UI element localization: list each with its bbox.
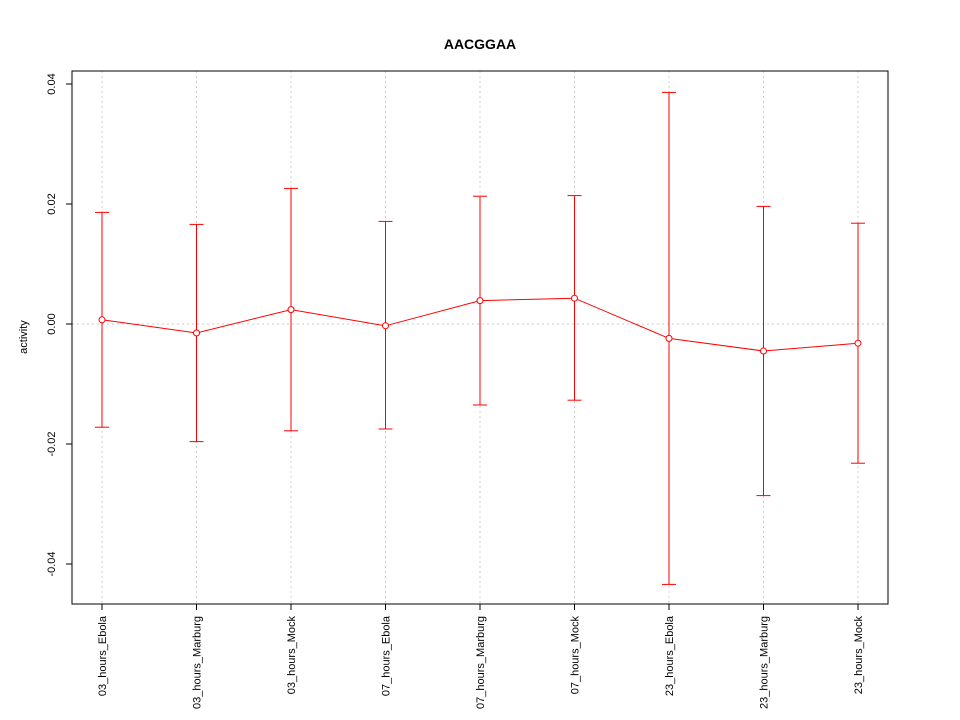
y-tick-label: -0.04 [46, 551, 58, 576]
data-point [98, 316, 106, 324]
x-axis: 03_hours_Ebola 03_hours_Marburg 03_hours_M… [97, 604, 865, 709]
y-tick-label: -0.02 [46, 431, 58, 456]
data-point [193, 329, 200, 337]
y-axis: -0.04 -0.02 0.00 0.02 0.04 [46, 73, 72, 577]
x-tick-label: 07_hours_Ebola [381, 615, 393, 696]
y-tick-label: 0.02 [46, 193, 58, 214]
x-tick-label: 07_hours_Marburg [475, 616, 487, 709]
x-tick-label: 23_hours_Marburg [759, 616, 771, 709]
y-tick-label: 0.00 [46, 313, 58, 334]
data-point [382, 322, 389, 330]
x-tick-label: 23_hours_Ebola [664, 615, 676, 696]
x-tick-label: 23_hours_Mock [853, 616, 865, 695]
data-point [760, 347, 767, 355]
y-axis-label: activity [18, 320, 30, 354]
data-point [571, 294, 578, 302]
x-tick-label: 07_hours_Mock [570, 616, 582, 695]
x-tick-label: 03_hours_Marburg [192, 616, 204, 709]
x-tick-label: 03_hours_Ebola [97, 615, 109, 696]
data-point [854, 339, 862, 347]
data-point [476, 297, 484, 305]
x-tick-label: 03_hours_Mock [286, 616, 298, 695]
data-point [665, 334, 673, 342]
data-point [287, 306, 295, 314]
y-tick-label: 0.04 [46, 73, 58, 94]
chart-title: AACGGAA [444, 36, 516, 52]
data-points [98, 294, 862, 355]
